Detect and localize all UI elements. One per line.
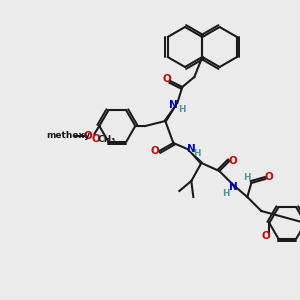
Text: methoxy: methoxy (46, 131, 90, 140)
Text: N: N (187, 144, 196, 154)
Text: H: H (194, 149, 201, 158)
Text: O: O (262, 231, 271, 241)
Polygon shape (164, 103, 177, 122)
Text: H: H (244, 172, 251, 182)
Text: N: N (229, 182, 238, 192)
Text: O: O (229, 156, 238, 166)
Text: O: O (265, 172, 274, 182)
Text: N: N (169, 100, 178, 110)
Text: CH₃: CH₃ (97, 134, 116, 143)
Text: O: O (92, 134, 101, 144)
Text: O: O (84, 131, 93, 141)
Text: O: O (163, 74, 172, 84)
Polygon shape (187, 149, 202, 164)
Text: O: O (151, 146, 160, 156)
Text: H: H (178, 104, 186, 113)
Text: H: H (223, 188, 230, 197)
